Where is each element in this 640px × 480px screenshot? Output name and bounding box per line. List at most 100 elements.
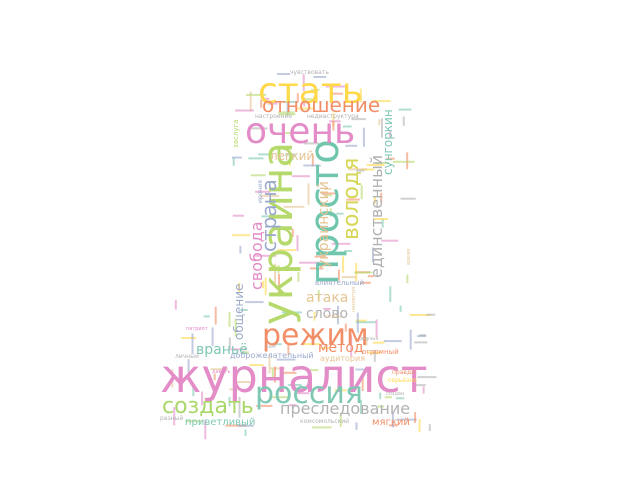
word: легкий xyxy=(270,149,314,163)
tiny-word-mark xyxy=(260,194,279,197)
tiny-word-mark xyxy=(171,369,174,388)
tiny-word-mark xyxy=(355,319,367,322)
tiny-word-mark xyxy=(204,397,215,400)
tiny-word-mark xyxy=(406,152,409,170)
tiny-word-mark xyxy=(303,142,320,145)
word: россия xyxy=(255,376,363,411)
tiny-word-mark xyxy=(311,154,314,167)
tiny-word-mark xyxy=(274,263,276,283)
tiny-word-mark xyxy=(389,130,392,138)
tiny-word-mark xyxy=(296,93,299,103)
tiny-word-mark xyxy=(239,245,242,254)
word: враньё xyxy=(196,342,248,358)
tiny-word-mark xyxy=(354,271,373,274)
tiny-word-mark xyxy=(232,157,235,166)
tiny-word-mark xyxy=(297,271,300,282)
word: атака xyxy=(306,290,348,306)
tiny-word-mark xyxy=(267,102,278,105)
tiny-word-mark xyxy=(277,265,280,274)
tiny-word-mark xyxy=(359,88,362,103)
word: чувствовать xyxy=(290,69,329,76)
tiny-word-mark xyxy=(260,99,263,108)
tiny-word-mark xyxy=(346,198,360,201)
tiny-word-mark xyxy=(377,405,384,408)
tiny-word-mark xyxy=(232,214,244,217)
tiny-word-mark xyxy=(248,157,264,160)
tiny-word-mark xyxy=(295,392,310,395)
tiny-word-mark xyxy=(344,323,347,332)
tiny-word-mark xyxy=(234,318,237,337)
tiny-word-mark xyxy=(383,340,402,343)
tiny-word-mark xyxy=(277,73,291,75)
tiny-word-mark xyxy=(187,359,190,376)
tiny-word-mark xyxy=(386,157,395,160)
tiny-word-mark xyxy=(345,144,358,147)
tiny-word-mark xyxy=(274,366,276,383)
tiny-word-mark xyxy=(283,371,297,374)
word: приветливый xyxy=(185,417,255,428)
tiny-word-mark xyxy=(428,424,431,431)
tiny-word-mark xyxy=(310,369,319,372)
tiny-word-mark xyxy=(381,239,399,242)
tiny-word-mark xyxy=(238,282,241,293)
tiny-word-mark xyxy=(229,388,240,391)
tiny-word-mark xyxy=(254,254,277,257)
tiny-word-mark xyxy=(269,396,290,399)
word: создан xyxy=(386,391,404,397)
tiny-word-mark xyxy=(332,121,335,131)
tiny-word-mark xyxy=(376,162,389,164)
tiny-word-mark xyxy=(271,368,274,381)
tiny-word-mark xyxy=(360,185,363,200)
word: метод xyxy=(318,340,364,356)
tiny-word-mark xyxy=(303,164,321,167)
tiny-word-mark xyxy=(378,119,381,126)
tiny-word-mark xyxy=(291,175,310,178)
word: украина xyxy=(253,142,302,325)
tiny-word-mark xyxy=(228,311,231,327)
tiny-word-mark xyxy=(366,164,385,166)
tiny-word-mark xyxy=(246,93,266,96)
word: серьёзно xyxy=(388,377,417,384)
tiny-word-mark xyxy=(400,197,416,200)
tiny-word-mark xyxy=(185,420,202,423)
tiny-word-mark xyxy=(414,412,417,424)
tiny-word-mark xyxy=(313,311,316,321)
tiny-word-mark xyxy=(342,125,352,128)
tiny-word-mark xyxy=(395,397,405,400)
tiny-word-mark xyxy=(307,183,310,205)
tiny-word-mark xyxy=(261,215,282,218)
tiny-word-mark xyxy=(344,250,353,252)
tiny-word-mark xyxy=(329,208,332,217)
tiny-word-mark xyxy=(273,343,282,346)
tiny-word-mark xyxy=(245,301,264,304)
tiny-word-mark xyxy=(302,74,305,92)
tiny-word-mark xyxy=(350,335,353,357)
tiny-word-mark xyxy=(295,107,315,110)
tiny-word-mark xyxy=(389,286,392,302)
tiny-word-mark xyxy=(332,113,335,127)
tiny-word-mark xyxy=(278,273,280,294)
word: свобода xyxy=(247,221,266,290)
tiny-word-mark xyxy=(367,275,375,278)
tiny-word-mark xyxy=(241,351,249,354)
tiny-word-mark xyxy=(249,91,252,112)
tiny-word-mark xyxy=(380,192,383,203)
tiny-word-mark xyxy=(234,109,254,112)
tiny-word-mark xyxy=(249,364,264,367)
word: огромный xyxy=(362,348,399,356)
tiny-word-mark xyxy=(331,242,351,245)
tiny-word-mark xyxy=(310,88,320,91)
tiny-word-mark xyxy=(381,118,383,138)
tiny-word-mark xyxy=(289,404,297,407)
tiny-word-mark xyxy=(334,389,347,392)
tiny-word-mark xyxy=(192,384,195,397)
word: страна xyxy=(257,179,281,252)
word: личный xyxy=(175,353,199,360)
tiny-word-mark xyxy=(276,358,296,361)
tiny-word-mark xyxy=(278,113,296,116)
tiny-word-mark xyxy=(284,101,296,103)
word: комсомольский xyxy=(300,418,349,425)
tiny-word-mark xyxy=(356,312,359,333)
word: единственный xyxy=(367,155,386,278)
tiny-word-mark xyxy=(325,85,348,88)
